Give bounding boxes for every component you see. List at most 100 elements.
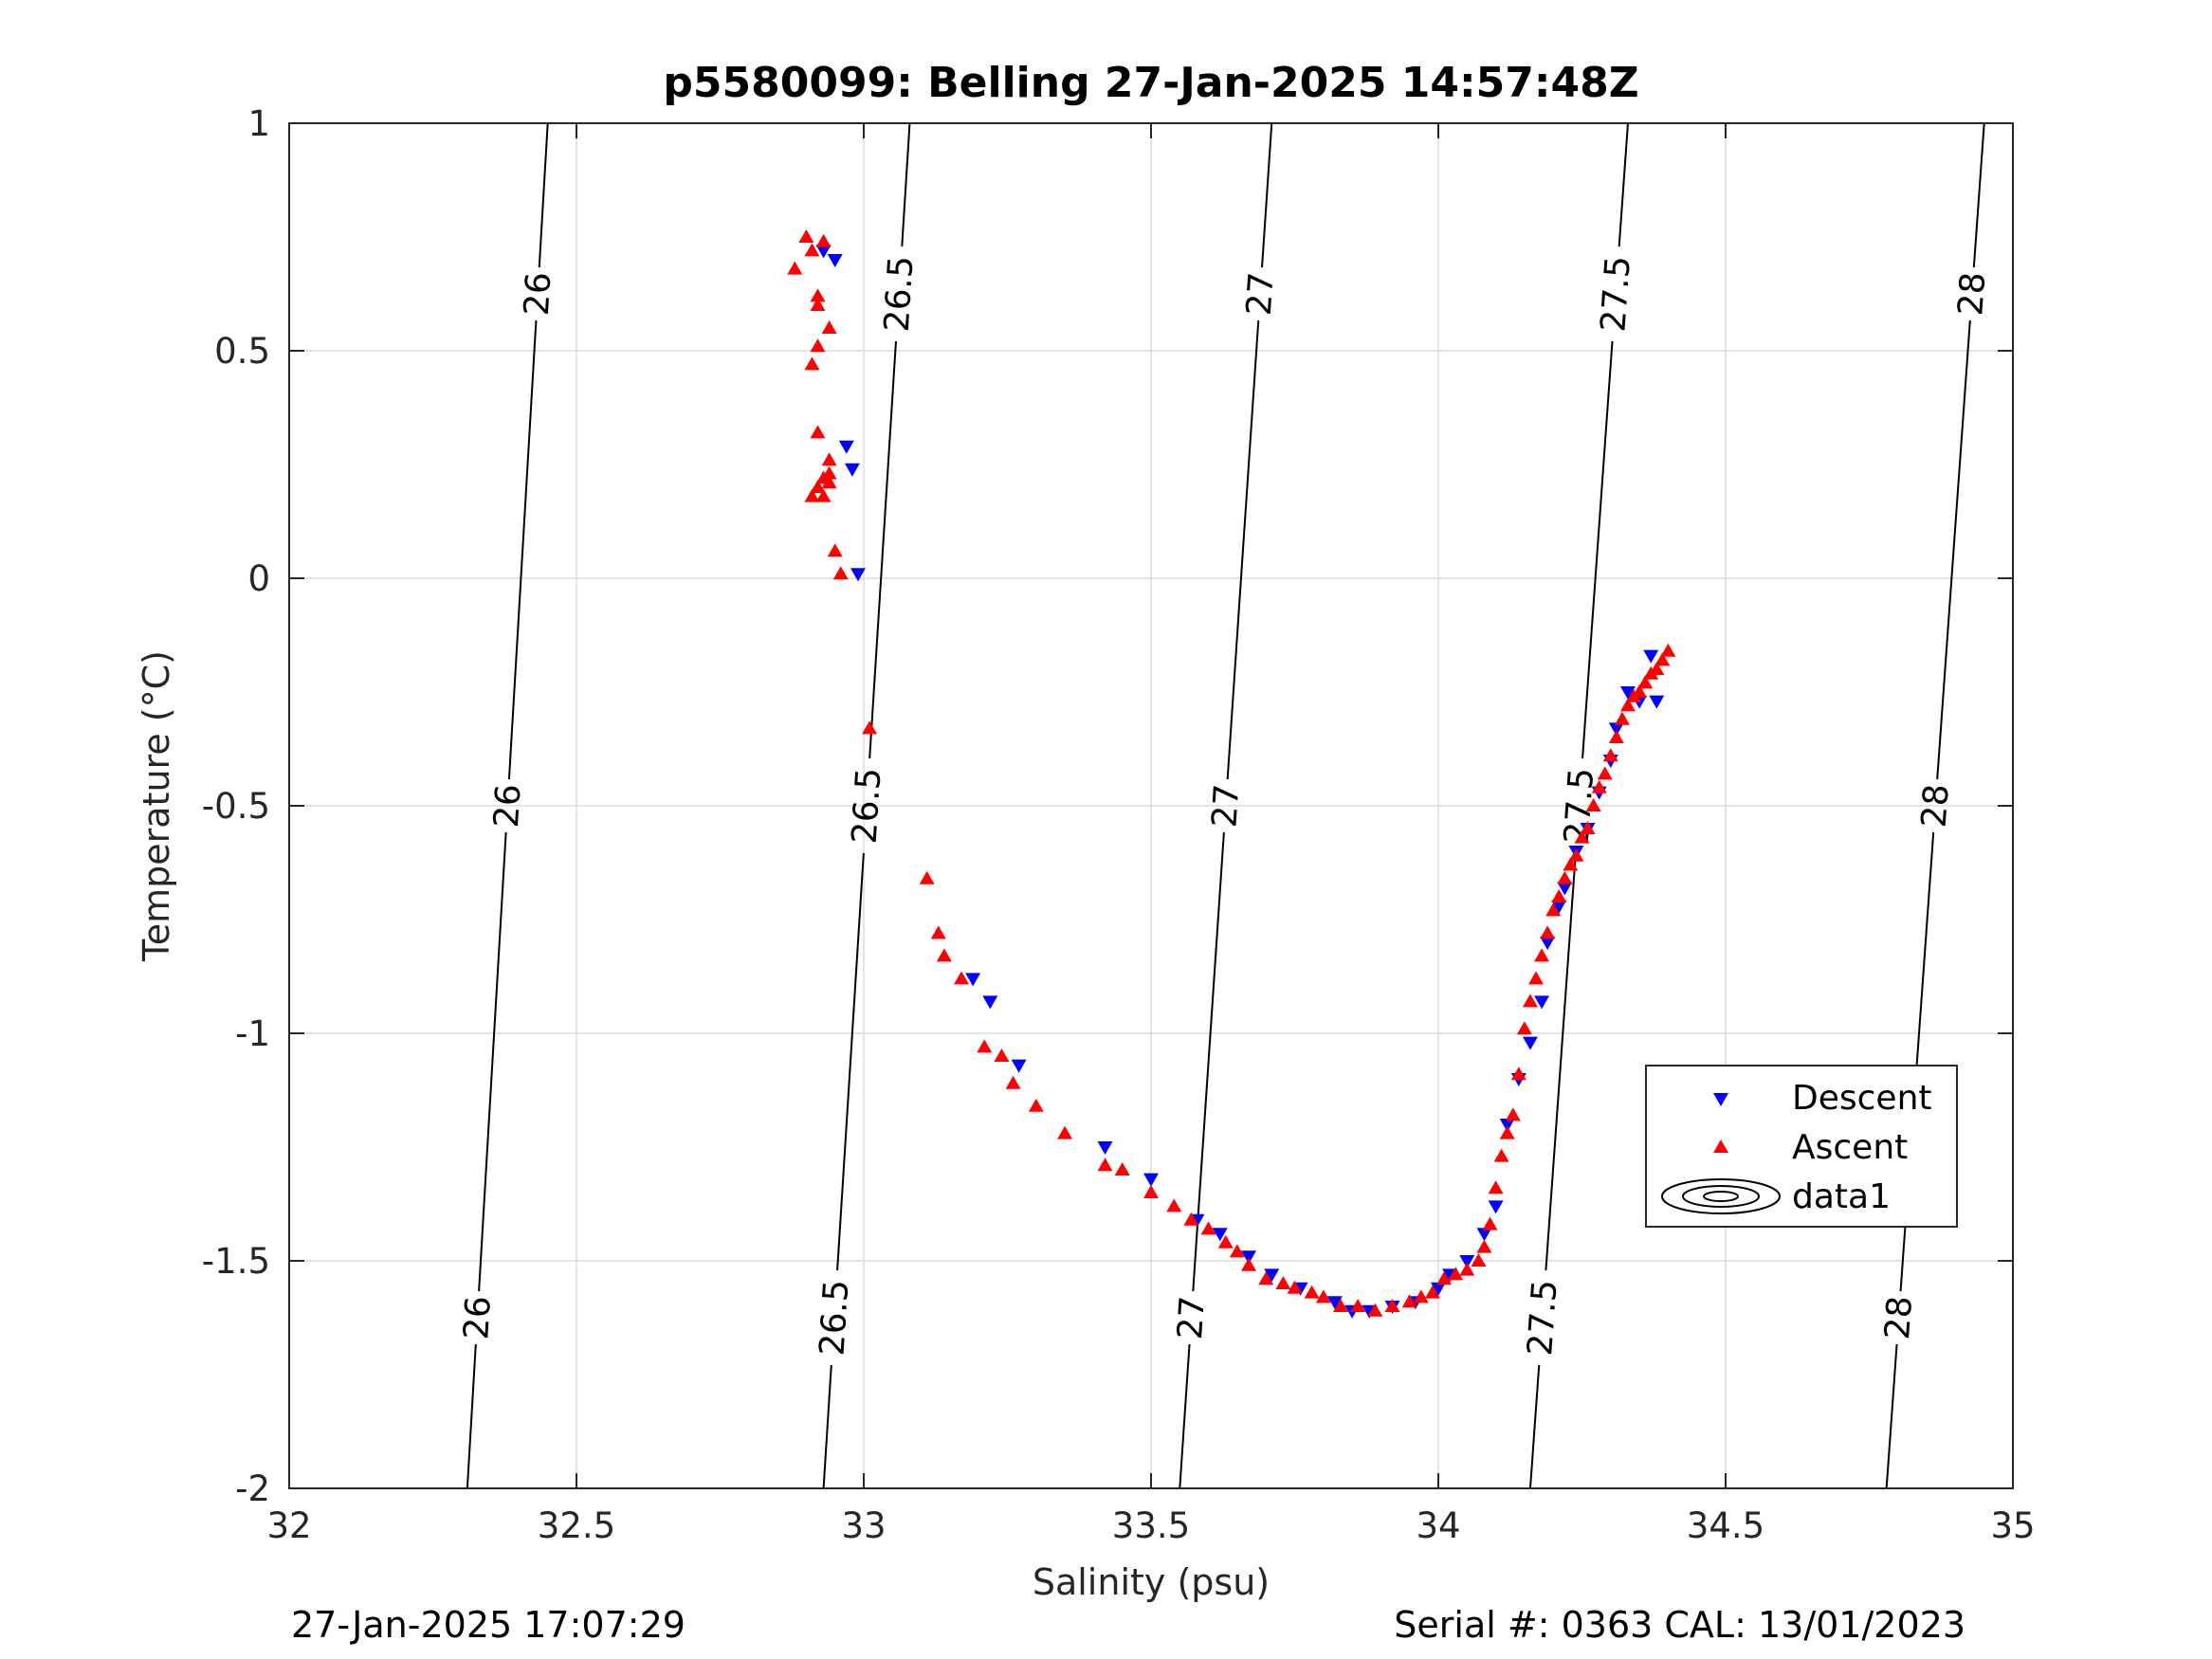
ascent-point [821,475,837,489]
descent-point [1551,900,1567,914]
isopycnal-line [868,340,897,759]
isopycnal-line [466,1343,477,1489]
isopycnal-label: 26 [518,271,559,317]
isopycnal-contours: 26262626.526.526.527272727.527.527.52828… [457,122,1993,1489]
isopycnal-line [1972,122,1985,268]
ascent-point [1660,643,1676,657]
ascent-point [1401,1294,1417,1308]
ascent-point [1619,698,1636,712]
descent-point [1326,1296,1343,1310]
ascent-point [1229,1244,1245,1258]
descent-point [1643,649,1659,664]
ascent-point [804,243,820,257]
legend-descent-label: Descent [1792,1079,1932,1118]
y-tick-label: -2 [235,1468,270,1509]
x-axis-ticks: 32 32.5 33 33.5 34 34.5 35 [266,123,2036,1546]
ascent-point [1275,1276,1291,1289]
x-tick-label: 33 [841,1505,886,1546]
ascent-point [862,720,878,735]
y-tick-label: -1 [235,1013,270,1054]
legend-descent-marker [1713,1093,1728,1106]
isopycnal-line [507,319,538,780]
ascent-point [832,566,849,580]
descent-point [1011,1059,1027,1073]
x-tick-label: 33.5 [1112,1505,1190,1546]
descent-point [1459,1255,1475,1268]
legend-contour-icon [1661,1178,1781,1214]
isopycnal-label: 26 [457,1295,499,1340]
descent-point [1264,1268,1280,1283]
legend-ascent-label: Ascent [1792,1128,1908,1167]
isopycnal-label: 27.5 [1521,1279,1565,1358]
isopycnal-label: 26.5 [813,1279,856,1358]
isopycnal-line [1528,1364,1541,1489]
descent-point [1534,995,1550,1010]
ascent-point [1522,994,1538,1008]
ascent-point [1516,1021,1532,1035]
legend: Descent Ascent data1 [1645,1065,1958,1228]
ascent-point [1608,730,1624,743]
isopycnal-line [836,852,865,1271]
descent-point [1649,695,1665,709]
isopycnal-label: 28 [1951,271,1993,318]
ascent-point [1097,1158,1113,1172]
series-ascent [787,229,1676,1317]
descent-point [815,245,832,259]
ascent-point [1493,1148,1509,1162]
ascent-point [1114,1162,1130,1176]
ascent-point [1057,1125,1073,1139]
isopycnal-label: 27 [1171,1295,1213,1340]
isopycnal-line [1581,340,1614,759]
isopycnal-line [478,831,507,1292]
ascent-point [810,338,826,353]
chart-title: p5580099: Belling 27-Jan-2025 14:57:48Z [663,59,1638,107]
y-tick-label: 0 [247,558,270,599]
x-tick-label: 35 [1990,1505,2035,1546]
data-series [787,229,1676,1319]
ascent-point [1488,1180,1504,1194]
isopycnal-label: 26.5 [878,255,922,334]
isopycnal-line [822,1364,832,1489]
ascent-point [1551,889,1567,902]
ascent-point [1654,652,1671,666]
ascent-point [936,948,952,962]
descent-point [1608,722,1624,737]
ascent-point [1614,711,1630,725]
ascent-point [1287,1280,1303,1294]
ascent-point [787,261,803,275]
descent-point [965,973,981,987]
ascent-point [1482,1216,1498,1231]
footer-timestamp: 27-Jan-2025 17:07:29 [291,1604,686,1646]
isopycnal-27.5: 27.527.527.5 [1521,122,1638,1489]
descent-point [827,254,843,267]
isopycnal-label: 27.5 [1594,255,1638,334]
ascent-point [1241,1257,1257,1271]
ascent-point [1217,1234,1234,1249]
ascent-point [815,488,832,502]
isopycnal-line [1226,319,1260,780]
isopycnal-line [1936,319,1971,780]
descent-point [1431,1282,1446,1296]
isopycnal-line [901,122,911,247]
descent-point [1476,1228,1492,1242]
isopycnal-line [1885,1343,1898,1489]
legend-data1-label: data1 [1792,1177,1891,1216]
ascent-point [1304,1285,1320,1299]
ascent-point [1528,971,1545,985]
ascent-point [821,465,837,480]
ascent-point [1585,798,1601,811]
ascent-point [1476,1239,1492,1253]
descent-point [844,463,860,477]
ascent-point [810,298,826,311]
legend-ascent-marker [1713,1139,1728,1153]
ascent-point [930,925,946,939]
descent-point [1241,1250,1257,1265]
descent-point [838,440,854,454]
isopycnal-line [1618,122,1629,247]
ascent-point [1499,1125,1515,1139]
y-tick-label: 0.5 [214,331,270,372]
ascent-point [1597,766,1613,780]
descent-point [850,568,866,582]
ascent-point [1649,662,1665,675]
ascent-point [815,233,832,247]
